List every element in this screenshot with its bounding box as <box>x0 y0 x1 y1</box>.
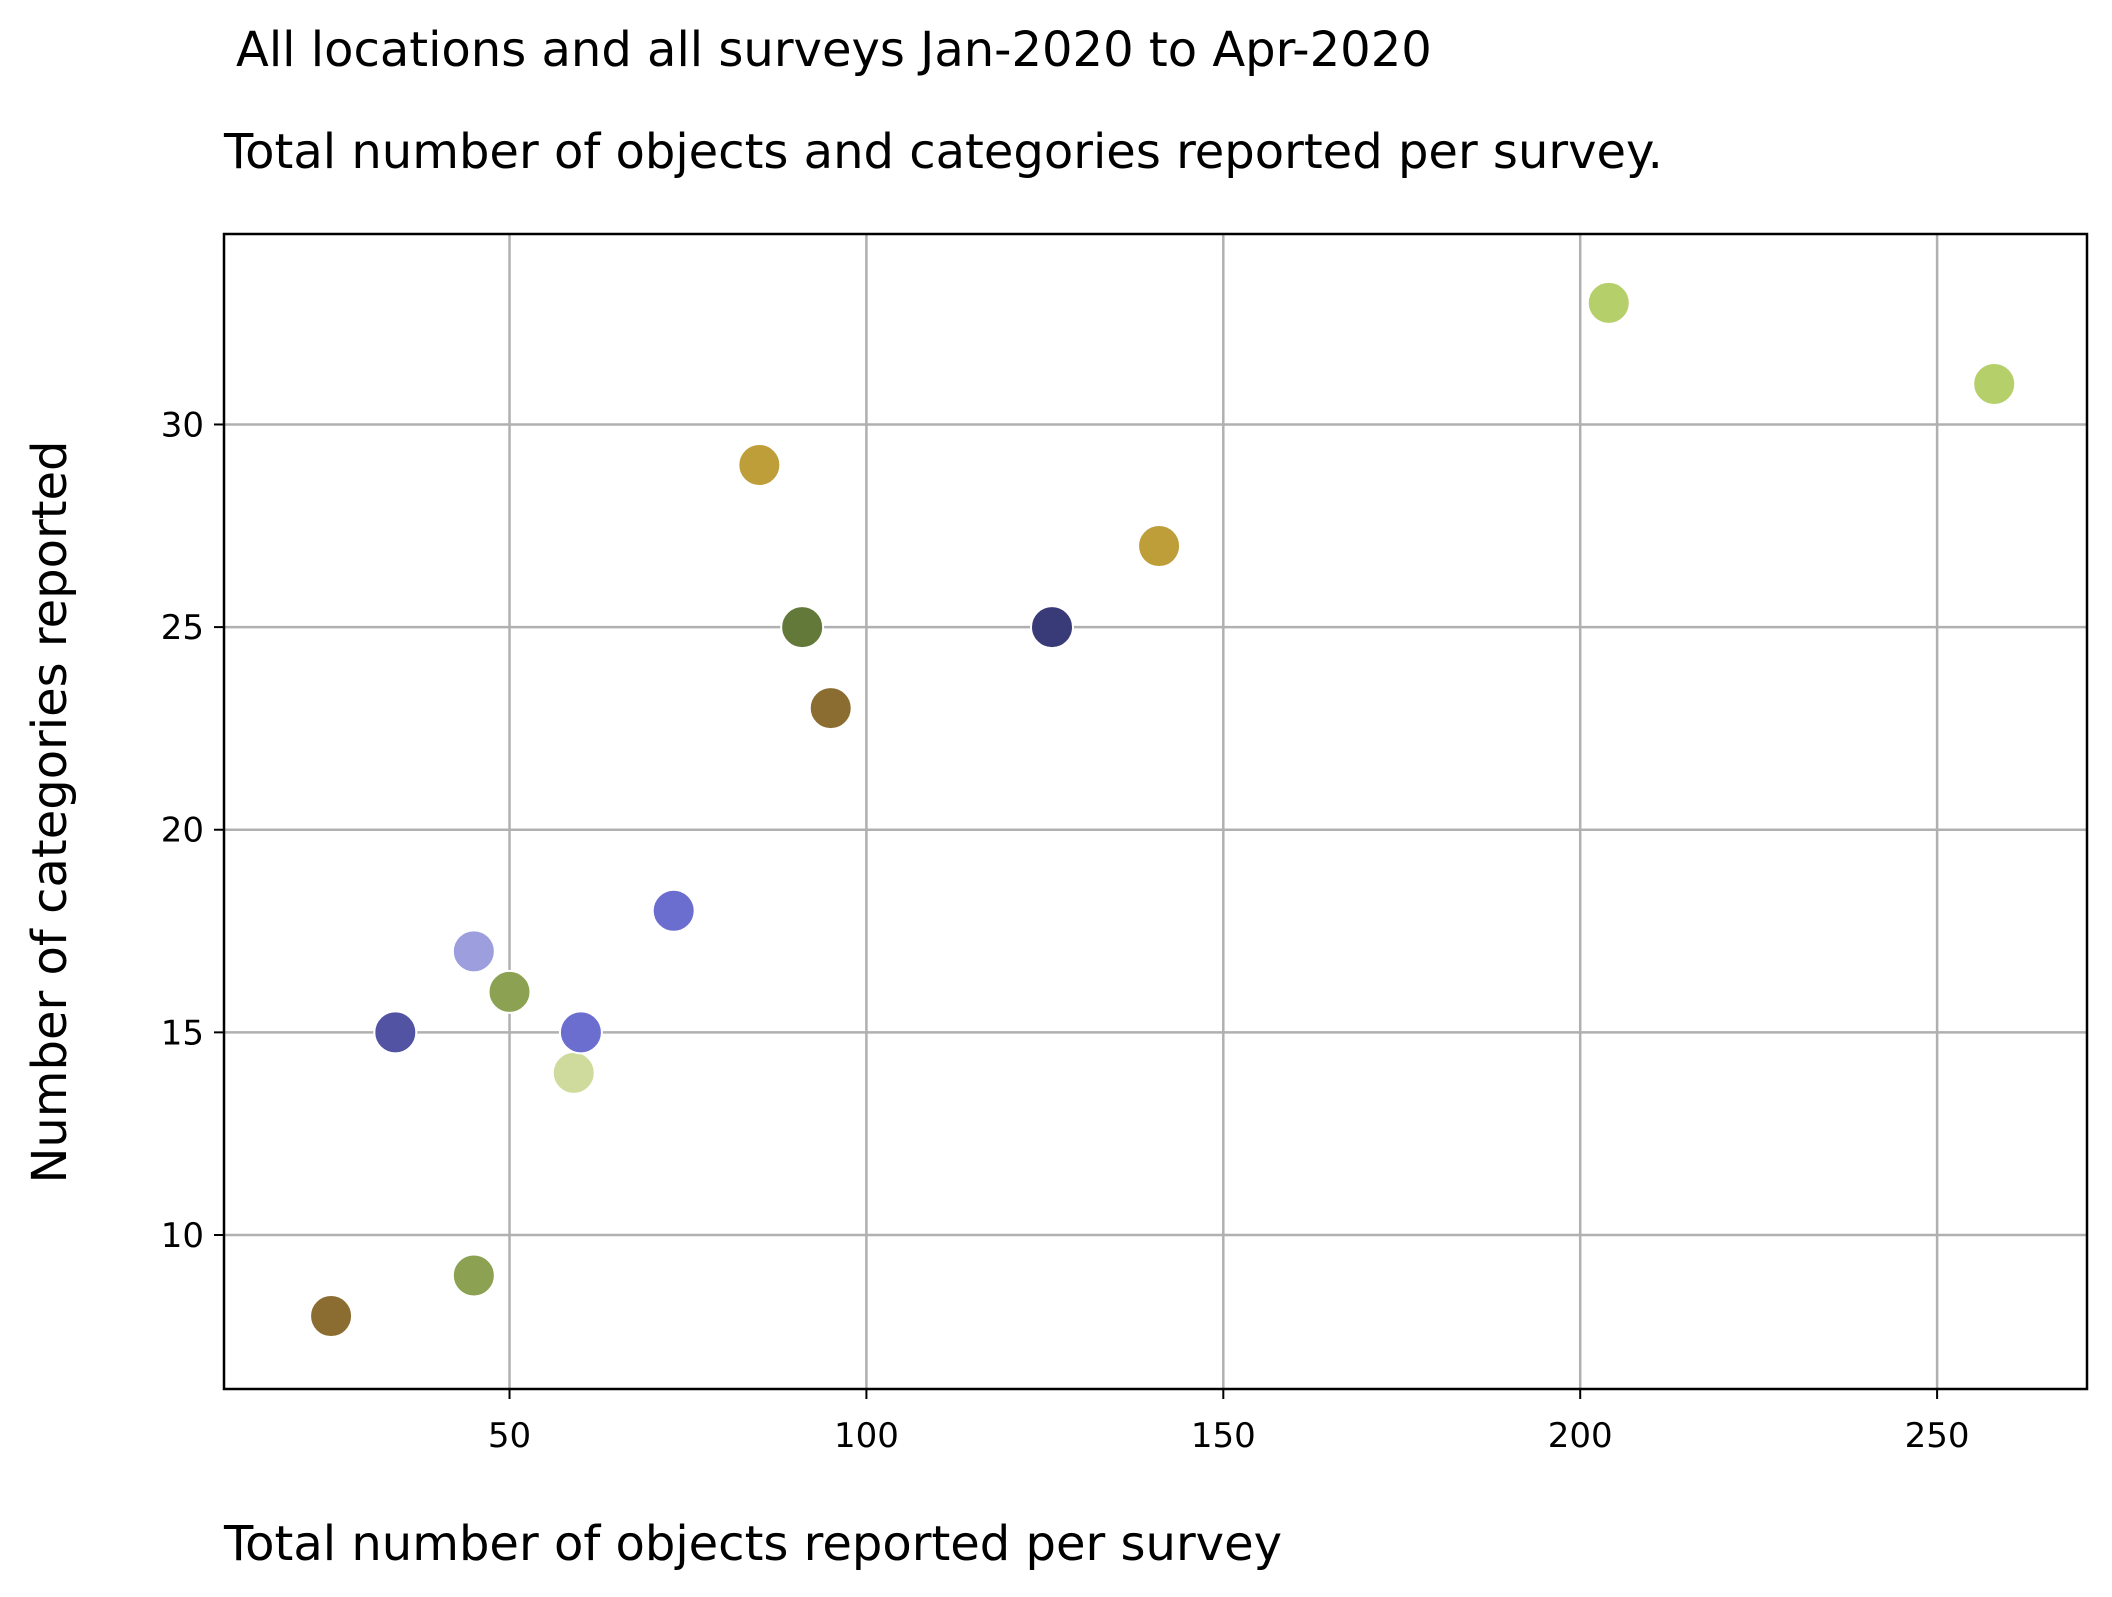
x-tick-label: 50 <box>488 1416 531 1456</box>
x-tick-label: 100 <box>834 1416 899 1456</box>
x-tick-label: 200 <box>1548 1416 1613 1456</box>
plot-area-frame <box>222 232 2089 1391</box>
scatter-point <box>1030 605 1074 650</box>
scatter-point <box>808 686 853 731</box>
scatter-point <box>451 1253 496 1298</box>
scatter-point <box>558 1010 603 1055</box>
grid-lines <box>224 234 2087 1389</box>
data-points <box>309 280 2017 1339</box>
scatter-point <box>309 1294 354 1339</box>
x-tick-label: 250 <box>1905 1416 1970 1456</box>
x-axis-label: Total number of objects reported per sur… <box>223 1516 1282 1572</box>
scatter-point <box>487 969 532 1014</box>
x-tick-label: 150 <box>1191 1416 1256 1456</box>
scatter-point <box>651 888 696 933</box>
scatter-point <box>1137 524 1182 569</box>
scatter-point <box>780 605 825 650</box>
chart-subtitle: Total number of objects and categories r… <box>223 124 1663 180</box>
y-tick-label: 15 <box>161 1013 204 1053</box>
axis-ticks: 50 100 150 200 250 10 15 20 25 30 <box>161 405 1970 1456</box>
scatter-point <box>1586 280 1631 325</box>
scatter-point <box>451 929 496 974</box>
chart-title: All locations and all surveys Jan-2020 t… <box>236 22 1432 78</box>
scatter-point <box>1972 361 2017 406</box>
scatter-point <box>737 443 782 487</box>
y-tick-label: 30 <box>161 405 204 445</box>
y-tick-label: 20 <box>161 811 204 851</box>
y-tick-label: 25 <box>161 608 204 648</box>
scatter-point <box>373 1010 418 1055</box>
y-axis-label: Number of categories reported <box>22 440 78 1183</box>
scatter-point <box>551 1050 596 1095</box>
y-tick-label: 10 <box>161 1216 204 1256</box>
